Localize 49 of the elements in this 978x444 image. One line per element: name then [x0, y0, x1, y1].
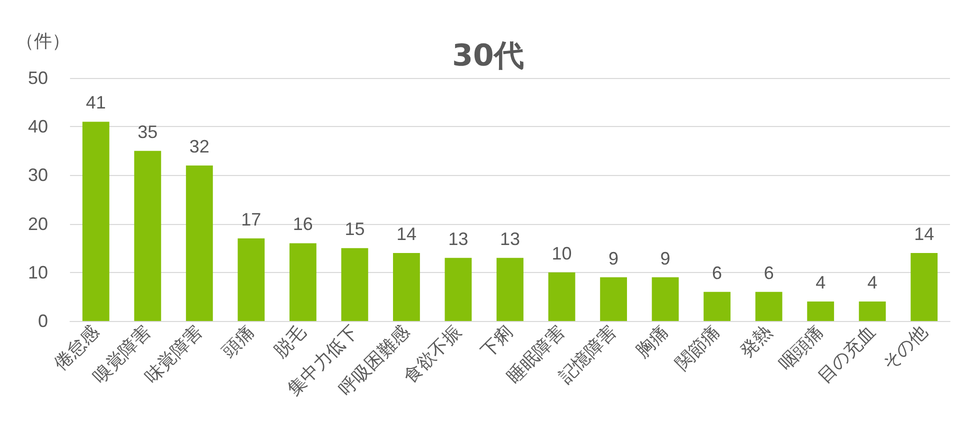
bar [289, 243, 316, 321]
data-label: 14 [914, 224, 934, 244]
data-label: 4 [867, 272, 878, 293]
y-tick-label: 30 [28, 165, 48, 186]
data-label: 14 [396, 224, 416, 244]
bar [393, 252, 420, 321]
bar [858, 302, 886, 321]
bar [755, 292, 782, 321]
x-tick-label: 発熱 [736, 322, 776, 362]
bar [82, 122, 110, 321]
data-label: 9 [660, 248, 670, 268]
y-tick-label: 0 [38, 311, 48, 331]
y-tick-label: 20 [28, 214, 48, 234]
bar [910, 252, 938, 321]
data-label: 9 [608, 248, 619, 268]
data-label: 13 [448, 228, 468, 249]
data-label: 15 [344, 219, 365, 240]
data-label: 17 [241, 209, 262, 230]
bar [238, 238, 265, 321]
y-tick-label: 40 [28, 116, 48, 137]
data-label: 6 [712, 262, 722, 283]
x-tick-label: 頭痛 [218, 322, 259, 362]
bar [807, 302, 834, 321]
data-label: 4 [816, 272, 826, 293]
chart-title: 30代 [452, 38, 524, 74]
y-tick-label: 10 [28, 262, 48, 282]
data-label: 10 [552, 243, 572, 264]
bar [652, 277, 679, 321]
data-label: 35 [138, 122, 158, 142]
bar [704, 292, 731, 321]
x-tick-label: 胸痛 [632, 322, 673, 362]
y-tick-label: 50 [28, 68, 48, 88]
bar [548, 272, 576, 321]
data-label: 16 [292, 214, 313, 234]
bar [341, 248, 368, 321]
x-tick-label: 脱毛 [270, 322, 310, 362]
y-axis-title: （件） [16, 31, 70, 51]
bar [444, 258, 472, 321]
data-label: 13 [500, 228, 520, 249]
bar [186, 165, 213, 321]
data-label: 41 [86, 92, 106, 113]
x-tick-label: 下痢 [477, 322, 518, 362]
bar [600, 277, 627, 321]
data-label: 6 [764, 262, 774, 283]
x-tick-label: 関節痛 [671, 322, 724, 375]
bar [134, 150, 162, 321]
bar [496, 258, 524, 321]
x-tick-label: その他 [878, 322, 932, 375]
data-label: 32 [189, 136, 210, 156]
